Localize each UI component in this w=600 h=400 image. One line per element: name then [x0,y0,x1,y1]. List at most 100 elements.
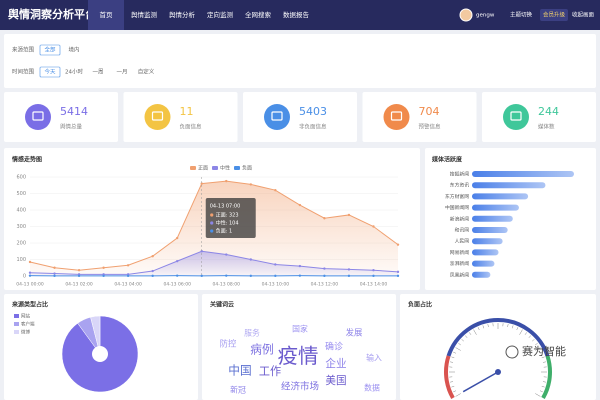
point [249,183,252,186]
gauge-arc [444,355,455,399]
point [323,274,326,278]
bar-label: 中国新闻网 [445,204,469,211]
point [53,274,56,278]
filter-option[interactable]: 24小时 [65,68,83,76]
filter-option[interactable]: 一月 [116,69,127,76]
gauge-tick [516,327,519,331]
panel [482,92,596,142]
x-tick-label: 04-13 14:00 [360,282,388,288]
bar-label: 新浪新闻 [450,215,469,222]
tooltip-dot [210,221,214,225]
word: 国家 [292,324,308,334]
collapse[interactable]: 收起画面 [572,11,595,19]
bar [472,271,491,278]
panel [243,92,357,142]
point [102,274,105,278]
area [30,251,398,276]
bar-label: 东方资讯 [450,182,469,189]
gauge-tick [532,339,535,342]
logo[interactable]: 舆情洞察分析平台 [8,7,96,21]
nav-item[interactable]: 舆情分析 [169,10,196,19]
stat-icon-glyph [32,111,44,121]
point [274,189,277,192]
bar [472,204,519,211]
nav-item[interactable]: 定向监测 [207,10,234,19]
stat-icon [264,104,290,130]
point [28,271,32,274]
legend-swatch [234,166,240,170]
x-tick-label: 04-13 12:00 [311,282,339,288]
point [176,236,179,240]
bar [472,215,513,222]
nav-item[interactable]: 舆情监测 [131,10,158,19]
line [29,250,399,275]
watermark-icon [505,345,519,359]
nav-active-bg [88,0,124,30]
gauge-arc [541,355,552,399]
user-name[interactable]: gengw [476,13,495,19]
point [323,267,326,270]
bar [472,238,503,245]
word: 发展 [346,328,363,338]
tooltip-line: 正面: 323 [216,213,239,219]
legend-label: 正面 [198,166,208,172]
panel [123,92,238,142]
stat-label: 负面信息 [180,123,203,131]
x-tick-label: 04-13 08:00 [213,282,241,288]
line [29,180,399,271]
filter-option[interactable]: 全部 [44,46,56,54]
stat-value: 5403 [299,105,327,118]
point [347,268,351,271]
nav-item[interactable]: 首页 [100,10,114,19]
stat-label: 舆情总量 [60,123,83,131]
y-tick-label: 600 [16,175,26,181]
avatar[interactable] [459,8,473,22]
point [176,274,179,277]
tooltip-line: 中性: 104 [216,220,239,227]
bar-label: 人民网 [455,239,470,245]
filter-option[interactable]: 自定义 [138,68,155,76]
panel [202,294,396,400]
gauge-tick [524,332,527,335]
legend-label: 负面 [242,165,252,172]
gauge-tick [542,361,546,363]
watermark: 赛为智能 [522,344,566,358]
upgrade-bg [540,9,568,21]
nav-item[interactable]: 全网搜索 [245,10,272,19]
gauge-tick [535,343,538,346]
filter-option[interactable]: 一周 [92,69,103,76]
gauge-tick [469,332,472,335]
gauge-tick [453,390,457,393]
filter-option[interactable]: 境内 [68,46,79,54]
point [396,243,400,246]
word: 新冠 [230,385,246,395]
word: 经济市场 [281,381,319,393]
word: 病例 [250,343,273,357]
stat-value: 244 [538,105,559,118]
gauge-tick [528,335,531,338]
point [249,274,252,278]
point [225,253,228,256]
filter-label: 时间范围 [12,68,35,76]
filter-option[interactable]: 今天 [44,68,56,76]
gauge-arc [446,318,550,357]
point [151,274,154,278]
point [323,217,326,220]
chart-title: 关键词云 [210,301,234,309]
gauge-tick [482,325,484,329]
theme-switch[interactable]: 主题切换 [510,11,533,19]
gauge-tick [450,361,454,363]
gauge-tick [477,327,480,331]
gauge-tick [535,347,541,351]
chart-title: 负面占比 [408,301,432,309]
point [396,270,400,274]
upgrade[interactable]: 会员升级 [543,11,566,19]
nav-item[interactable]: 数据报告 [283,10,310,19]
word: 企业 [325,357,346,370]
gauge-tick [453,351,457,354]
chart-title: 来源类型占比 [12,301,48,309]
point [200,274,203,278]
point [28,260,32,264]
point [77,274,81,278]
point [274,263,277,266]
